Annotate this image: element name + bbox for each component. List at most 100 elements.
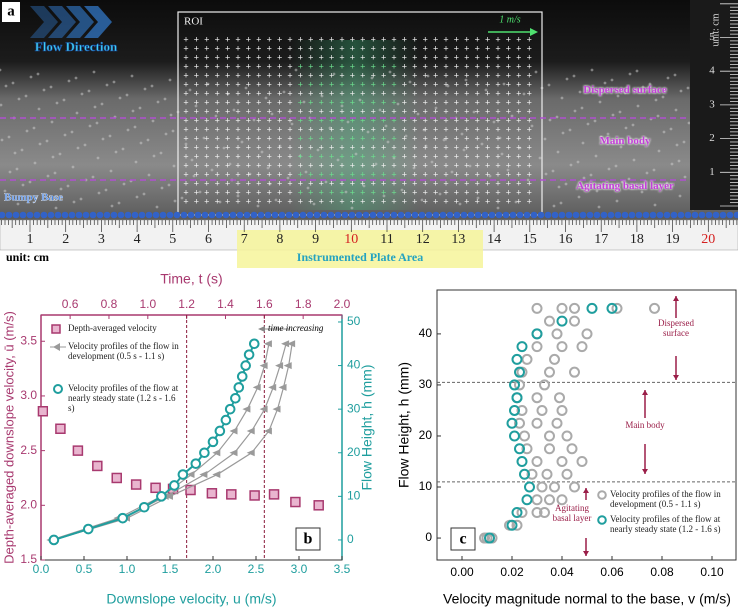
scatter-point — [556, 341, 568, 353]
piv-vector: + — [475, 34, 480, 44]
piv-vector: + — [308, 187, 313, 197]
scatter-point — [531, 302, 543, 314]
piv-vector: + — [246, 88, 251, 98]
piv-vector: + — [246, 160, 251, 170]
piv-vector: + — [485, 124, 490, 134]
scatter-point — [569, 366, 580, 378]
grain — [598, 100, 602, 104]
grain — [635, 69, 639, 73]
x-tick-label: 0.02 — [500, 565, 524, 579]
piv-vector: + — [527, 97, 532, 107]
vertical-ruler-label: 5 — [709, 31, 715, 43]
piv-vector: + — [287, 133, 292, 143]
grain — [552, 204, 556, 208]
grain — [464, 78, 468, 82]
legend-entry: Depth-averaged velocity — [68, 323, 157, 333]
piv-vector: + — [371, 142, 376, 152]
base-bead — [376, 211, 384, 219]
grain — [580, 106, 584, 110]
grain — [45, 139, 49, 143]
piv-vector: + — [412, 79, 417, 89]
piv-vector: + — [246, 187, 251, 197]
piv-vector: + — [256, 43, 261, 53]
scatter-point — [511, 353, 523, 365]
piv-vector: + — [329, 124, 334, 134]
piv-vector: + — [267, 178, 272, 188]
vertical-ruler-label: 1 — [709, 166, 715, 178]
ruler-label: 11 — [380, 232, 393, 247]
piv-vector: + — [183, 70, 188, 80]
grain — [167, 183, 171, 187]
piv-vector: + — [225, 133, 230, 143]
base-bead — [509, 211, 517, 219]
piv-vector: + — [475, 115, 480, 125]
grain — [480, 142, 484, 146]
piv-vector: + — [464, 151, 469, 161]
circle-marker — [138, 501, 150, 513]
piv-vector: + — [454, 142, 459, 152]
base-bead — [453, 211, 461, 219]
scatter-point — [544, 366, 555, 378]
legend-entry-box: Velocity profiles of the flow at nearly … — [610, 514, 720, 534]
annotation-box: Dispersed surface — [658, 318, 694, 338]
base-bead — [474, 211, 482, 219]
piv-vector: + — [339, 151, 344, 161]
piv-vector: + — [443, 52, 448, 62]
grain — [559, 201, 563, 205]
piv-vector: + — [183, 196, 188, 206]
grain — [112, 80, 116, 84]
piv-vector: + — [329, 196, 334, 206]
grain — [603, 81, 607, 85]
piv-vector: + — [516, 133, 521, 143]
square-marker — [206, 488, 218, 499]
grain — [569, 163, 573, 167]
piv-vector: + — [287, 151, 292, 161]
circle-marker — [190, 458, 202, 469]
grain — [340, 104, 344, 108]
flow-chevron — [66, 6, 94, 38]
piv-vector: + — [391, 169, 396, 179]
base-bead — [586, 211, 594, 219]
piv-vector: + — [516, 187, 521, 197]
piv-vector: + — [298, 52, 303, 62]
piv-vector: + — [485, 97, 490, 107]
base-bead — [194, 211, 202, 219]
scatter-point — [544, 315, 555, 327]
piv-vector: + — [350, 196, 355, 206]
scale-arrow-label: 1 m/s — [499, 14, 521, 25]
base-bead — [299, 211, 307, 219]
circle-marker — [236, 371, 248, 382]
piv-vector: + — [433, 133, 438, 143]
scatter-point — [544, 443, 555, 455]
piv-vector: + — [204, 178, 209, 188]
zone-label-box: Dispersed surface — [583, 84, 666, 96]
piv-vector: + — [506, 187, 511, 197]
piv-vector: + — [412, 115, 417, 125]
piv-vector: + — [215, 169, 220, 179]
piv-vector: + — [350, 187, 355, 197]
grain — [8, 170, 12, 174]
piv-vector: + — [308, 97, 313, 107]
ruler-label: 5 — [169, 232, 176, 247]
grain — [38, 142, 42, 146]
panel-label: a — [7, 3, 15, 19]
grain — [66, 184, 70, 188]
arrow-marker — [283, 362, 292, 370]
piv-vector: + — [391, 160, 396, 170]
grain — [468, 164, 472, 168]
arrow-marker — [246, 449, 255, 457]
piv-vector: + — [256, 151, 261, 161]
grain — [358, 98, 362, 102]
piv-vector: + — [391, 88, 396, 98]
grain — [131, 109, 135, 113]
piv-vector: + — [402, 133, 407, 143]
piv-vector: + — [475, 124, 480, 134]
piv-vector: + — [183, 97, 188, 107]
grain — [683, 175, 687, 179]
piv-vector: + — [277, 142, 282, 152]
piv-vector: + — [319, 97, 324, 107]
y-tick-label: 3.5 — [20, 333, 37, 347]
piv-vector: + — [475, 142, 480, 152]
piv-vector: + — [225, 61, 230, 71]
